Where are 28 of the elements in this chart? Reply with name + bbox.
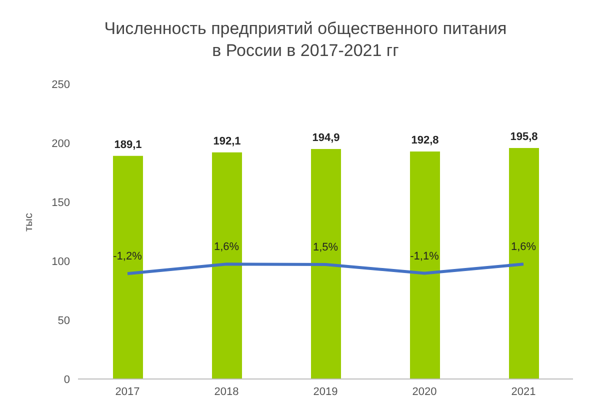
bar (509, 148, 539, 379)
bar (212, 152, 242, 379)
chart-title: Численность предприятий общественного питания в России в 2017-2021 гг (103, 18, 508, 62)
y-tick-label: 200 (52, 138, 70, 150)
y-tick-label: 0 (64, 374, 70, 386)
data-label: 192,1 (213, 135, 241, 148)
y-axis-title: тыс (22, 212, 35, 232)
x-tick-label: 2021 (511, 386, 536, 398)
x-tick-label: 2020 (412, 386, 437, 398)
y-tick-label: 250 (52, 78, 70, 91)
data-label: 1,6% (510, 241, 536, 254)
data-label: 189,1 (114, 138, 142, 151)
data-label: -1,1% (410, 250, 440, 262)
x-tick-label: 2017 (115, 386, 140, 398)
data-label: 1,5% (312, 241, 338, 254)
data-label: 194,9 (312, 132, 340, 144)
data-label: 192,8 (411, 134, 439, 146)
data-label: 195,8 (510, 130, 538, 143)
bar (311, 149, 341, 379)
y-tick-label: 150 (52, 196, 70, 209)
data-label: -1,2% (113, 250, 142, 263)
y-tick-label: 50 (58, 314, 70, 327)
x-tick-label: 2018 (214, 386, 239, 398)
y-tick-label: 100 (52, 256, 70, 268)
bar (410, 151, 440, 379)
data-label: 1,6% (214, 241, 240, 254)
x-tick-label: 2019 (313, 386, 338, 398)
bar (113, 156, 143, 379)
